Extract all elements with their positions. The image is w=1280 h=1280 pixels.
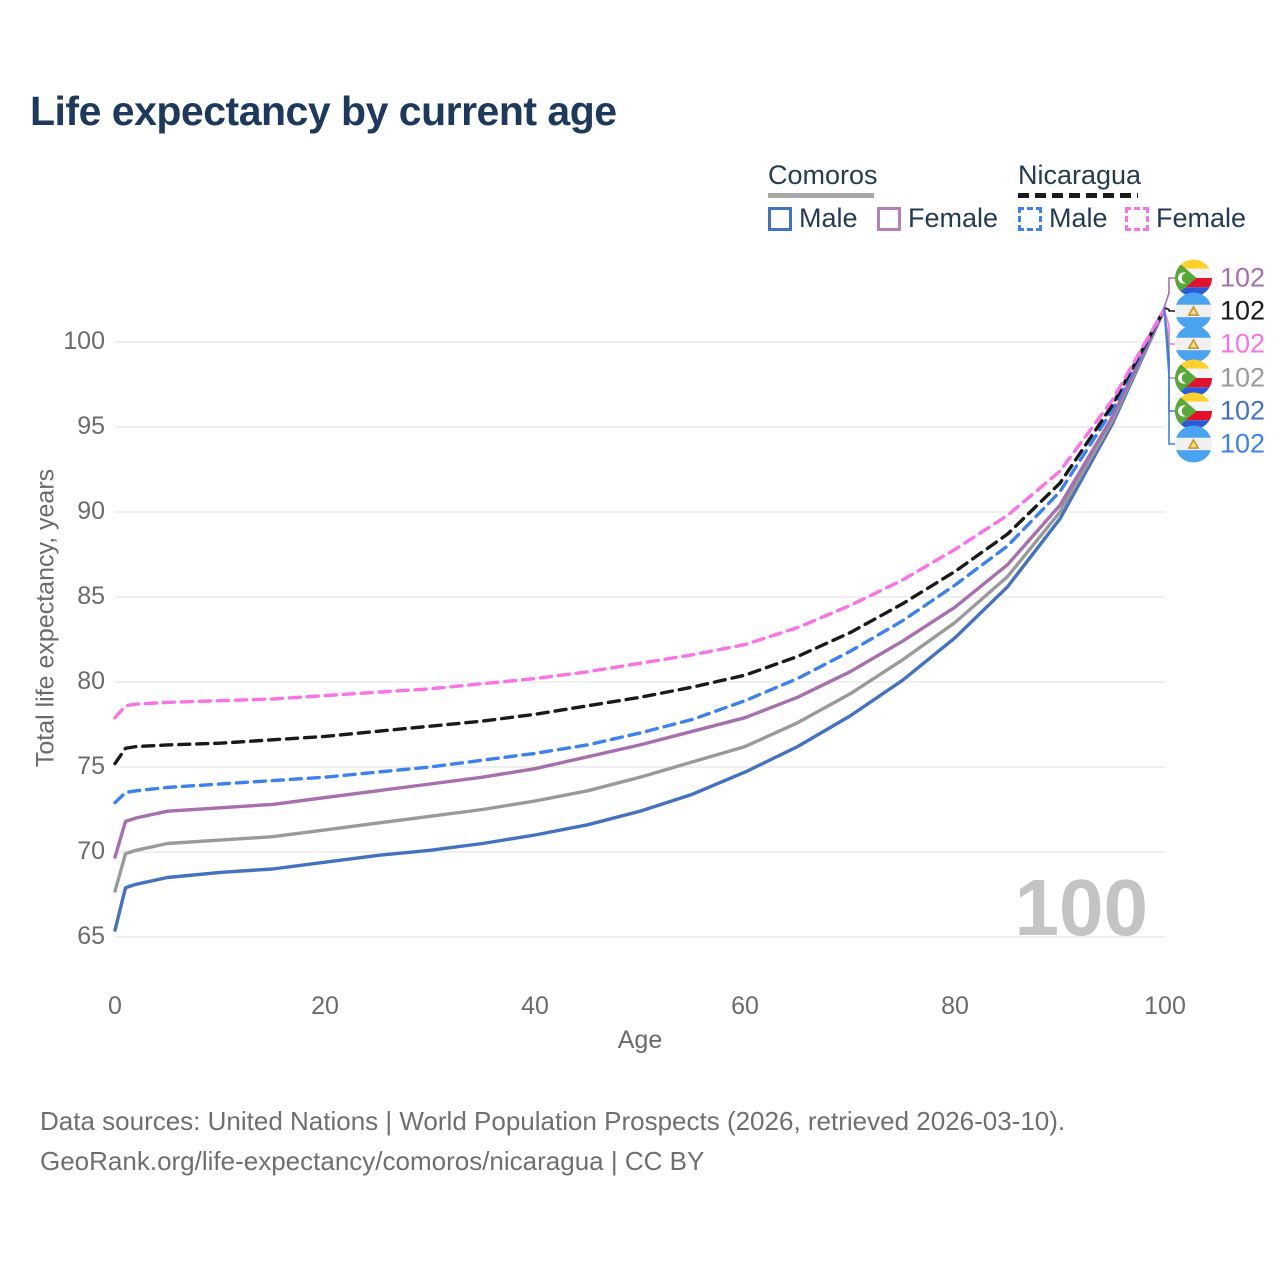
nicaragua-male-swatch-icon [1018,206,1042,231]
y-tick-label: 90 [77,497,105,525]
series-line-nicaragua-male [113,306,1167,805]
series-line-nicaragua-female [113,306,1167,720]
end-label-comoros-female: 102 [1175,259,1266,297]
y-tick-label: 85 [77,582,105,610]
comoros-flag-icon [1175,392,1212,430]
nicaragua-female-swatch-icon [1125,206,1149,231]
nicaragua-flag-icon [1175,325,1212,363]
x-tick-label: 100 [1144,992,1186,1020]
end-label-connector [1163,307,1175,445]
x-tick-label: 60 [731,992,759,1020]
y-tick-label: 65 [77,922,105,950]
end-value-label: 102 [1220,428,1266,459]
comoros-flag-icon [1175,259,1212,297]
end-value-label: 102 [1220,395,1266,426]
x-axis-title: Age [617,1026,663,1054]
series-line-comoros-both-sexes [113,306,1167,893]
legend-item-comoros-male[interactable]: Male [768,203,858,234]
series-line-nicaragua-both-sexes [113,306,1167,766]
comoros-female-swatch-icon [877,206,901,231]
legend-title-comoros[interactable]: Comoros [768,160,878,190]
end-label-nicaragua-both-sexes: 102 [1175,292,1266,330]
end-value-label: 102 [1220,328,1266,359]
legend-label: Male [1049,203,1108,233]
end-label-nicaragua-female: 102 [1175,325,1266,363]
legend-item-nicaragua-male[interactable]: Male [1018,203,1108,234]
end-value-label: 102 [1220,262,1266,293]
y-tick-label: 70 [77,837,105,865]
y-tick-label: 100 [63,327,105,355]
end-label-comoros-male: 102 [1175,392,1266,430]
end-label-connector [1163,307,1175,345]
end-label-nicaragua-male: 102 [1175,425,1266,463]
comoros-male-swatch-icon [768,206,792,231]
end-label-comoros-both-sexes: 102 [1175,359,1266,397]
series-line-comoros-female [113,306,1167,859]
data-sources-text: Data sources: United Nations | World Pop… [40,1106,1066,1136]
legend-item-nicaragua-female[interactable]: Female [1125,203,1246,234]
series-line-comoros-male [113,306,1167,932]
nicaragua-flag-icon [1175,292,1212,330]
legend-title-nicaragua[interactable]: Nicaragua [1018,160,1142,190]
x-tick-label: 20 [311,992,339,1020]
legend-label: Male [799,203,858,233]
legend-underline-nicaragua [1018,193,1138,198]
end-label-connector [1163,277,1175,309]
x-tick-label: 0 [108,992,122,1020]
x-tick-label: 40 [521,992,549,1020]
age-watermark: 100 [1014,863,1148,952]
y-tick-label: 80 [77,667,105,695]
y-tick-label: 75 [77,752,105,780]
legend-item-comoros-female[interactable]: Female [877,203,998,234]
legend-label: Female [1156,203,1247,233]
x-tick-label: 80 [941,992,969,1020]
nicaragua-flag-icon [1175,425,1212,463]
attribution-link-text: GeoRank.org/life-expectancy/comoros/nica… [40,1146,705,1176]
y-tick-label: 95 [77,412,105,440]
legend-underline-comoros [768,193,874,198]
page-title: Life expectancy by current age [30,88,617,134]
legend-label: Female [908,203,999,233]
comoros-flag-icon [1175,359,1212,397]
end-value-label: 102 [1220,295,1266,326]
end-value-label: 102 [1220,362,1266,393]
end-label-connector [1163,307,1175,312]
